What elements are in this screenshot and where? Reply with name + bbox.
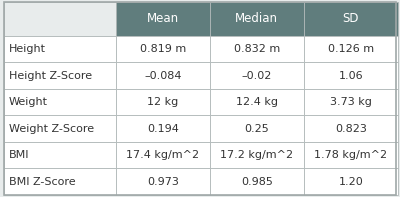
Text: 0.985: 0.985 [241, 177, 273, 187]
Text: 12.4 kg: 12.4 kg [236, 97, 278, 107]
Bar [304, 89, 398, 115]
Bar [116, 2, 210, 36]
Text: Mean: Mean [147, 12, 179, 25]
Bar [116, 62, 210, 89]
Text: Median: Median [235, 12, 278, 25]
Bar [116, 89, 210, 115]
Text: 3.73 kg: 3.73 kg [330, 97, 372, 107]
Bar [210, 142, 304, 168]
Text: BMI Z-Score: BMI Z-Score [9, 177, 76, 187]
Text: 12 kg: 12 kg [147, 97, 178, 107]
Text: 1.06: 1.06 [339, 71, 363, 81]
Bar [4, 36, 116, 62]
Bar [210, 115, 304, 142]
Bar [304, 115, 398, 142]
Text: 1.20: 1.20 [338, 177, 363, 187]
Bar [210, 36, 304, 62]
Text: 0.126 m: 0.126 m [328, 44, 374, 54]
Bar [116, 168, 210, 195]
Text: 0.819 m: 0.819 m [140, 44, 186, 54]
Bar [4, 62, 116, 89]
Bar [304, 168, 398, 195]
Text: –0.02: –0.02 [242, 71, 272, 81]
Bar [116, 36, 210, 62]
Text: Weight Z-Score: Weight Z-Score [9, 124, 94, 134]
Text: SD: SD [343, 12, 359, 25]
Text: 0.25: 0.25 [244, 124, 269, 134]
Bar [304, 2, 398, 36]
Text: 0.194: 0.194 [147, 124, 179, 134]
Text: BMI: BMI [9, 150, 29, 160]
Bar [304, 62, 398, 89]
Bar [116, 142, 210, 168]
Bar [4, 89, 116, 115]
Bar [304, 142, 398, 168]
Text: Height Z-Score: Height Z-Score [9, 71, 92, 81]
Text: 17.2 kg/m^2: 17.2 kg/m^2 [220, 150, 294, 160]
Text: 0.973: 0.973 [147, 177, 179, 187]
Text: 17.4 kg/m^2: 17.4 kg/m^2 [126, 150, 199, 160]
Text: –0.084: –0.084 [144, 71, 182, 81]
Bar [4, 168, 116, 195]
Bar [4, 2, 116, 36]
Text: 1.78 kg/m^2: 1.78 kg/m^2 [314, 150, 388, 160]
Bar [304, 36, 398, 62]
Bar [116, 115, 210, 142]
Bar [210, 62, 304, 89]
Bar [210, 89, 304, 115]
Bar [4, 115, 116, 142]
Bar [4, 142, 116, 168]
Text: Height: Height [9, 44, 46, 54]
Bar [210, 168, 304, 195]
Text: Weight: Weight [9, 97, 48, 107]
Bar [210, 2, 304, 36]
Text: 0.832 m: 0.832 m [234, 44, 280, 54]
Text: 0.823: 0.823 [335, 124, 367, 134]
